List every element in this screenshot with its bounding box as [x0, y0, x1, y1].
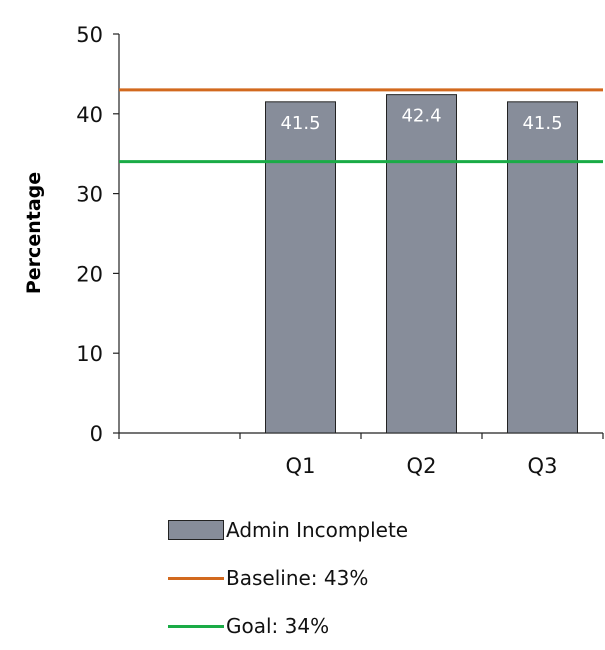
- legend-item-baseline: Baseline: 43%: [168, 554, 408, 602]
- x-axis: Q1 Q2 Q3: [118, 432, 604, 478]
- bar: [507, 101, 578, 434]
- data-label: 41.5: [280, 113, 320, 134]
- data-label: 41.5: [522, 113, 562, 134]
- bars: 41.5 42.4 41.5: [265, 94, 578, 434]
- x-tick-label: Q2: [407, 454, 437, 478]
- legend-swatch-baseline: [168, 576, 224, 580]
- bar: [265, 101, 336, 434]
- x-tick-label: Q1: [286, 454, 316, 478]
- legend-swatch-admin-incomplete: [168, 520, 224, 540]
- y-tick-label: 50: [76, 23, 103, 47]
- legend: Admin Incomplete Baseline: 43% Goal: 34%: [168, 506, 408, 650]
- y-tick-label: 40: [76, 103, 103, 127]
- bar-chart: 0 10 20 30 40 50 Q1 Q2 Q3 41.5 42.4 41.5 Percenta…: [23, 23, 604, 478]
- bar: [386, 94, 457, 434]
- legend-item-goal: Goal: 34%: [168, 602, 408, 650]
- legend-label-admin-incomplete: Admin Incomplete: [226, 518, 409, 542]
- y-tick-label: 30: [76, 183, 103, 207]
- y-tick-label: 20: [76, 262, 103, 286]
- y-axis: 0 10 20 30 40 50: [76, 23, 120, 446]
- x-tick-label: Q3: [528, 454, 558, 478]
- legend-label-goal: Goal: 34%: [226, 614, 330, 638]
- legend-label-baseline: Baseline: 43%: [226, 566, 369, 590]
- data-label: 42.4: [401, 106, 441, 127]
- y-axis-label: Percentage: [23, 172, 45, 294]
- reference-lines: [119, 88, 603, 164]
- y-tick-label: 0: [90, 422, 103, 446]
- legend-item-admin-incomplete: Admin Incomplete: [168, 506, 408, 554]
- y-tick-label: 10: [76, 342, 103, 366]
- legend-swatch-goal: [168, 624, 224, 628]
